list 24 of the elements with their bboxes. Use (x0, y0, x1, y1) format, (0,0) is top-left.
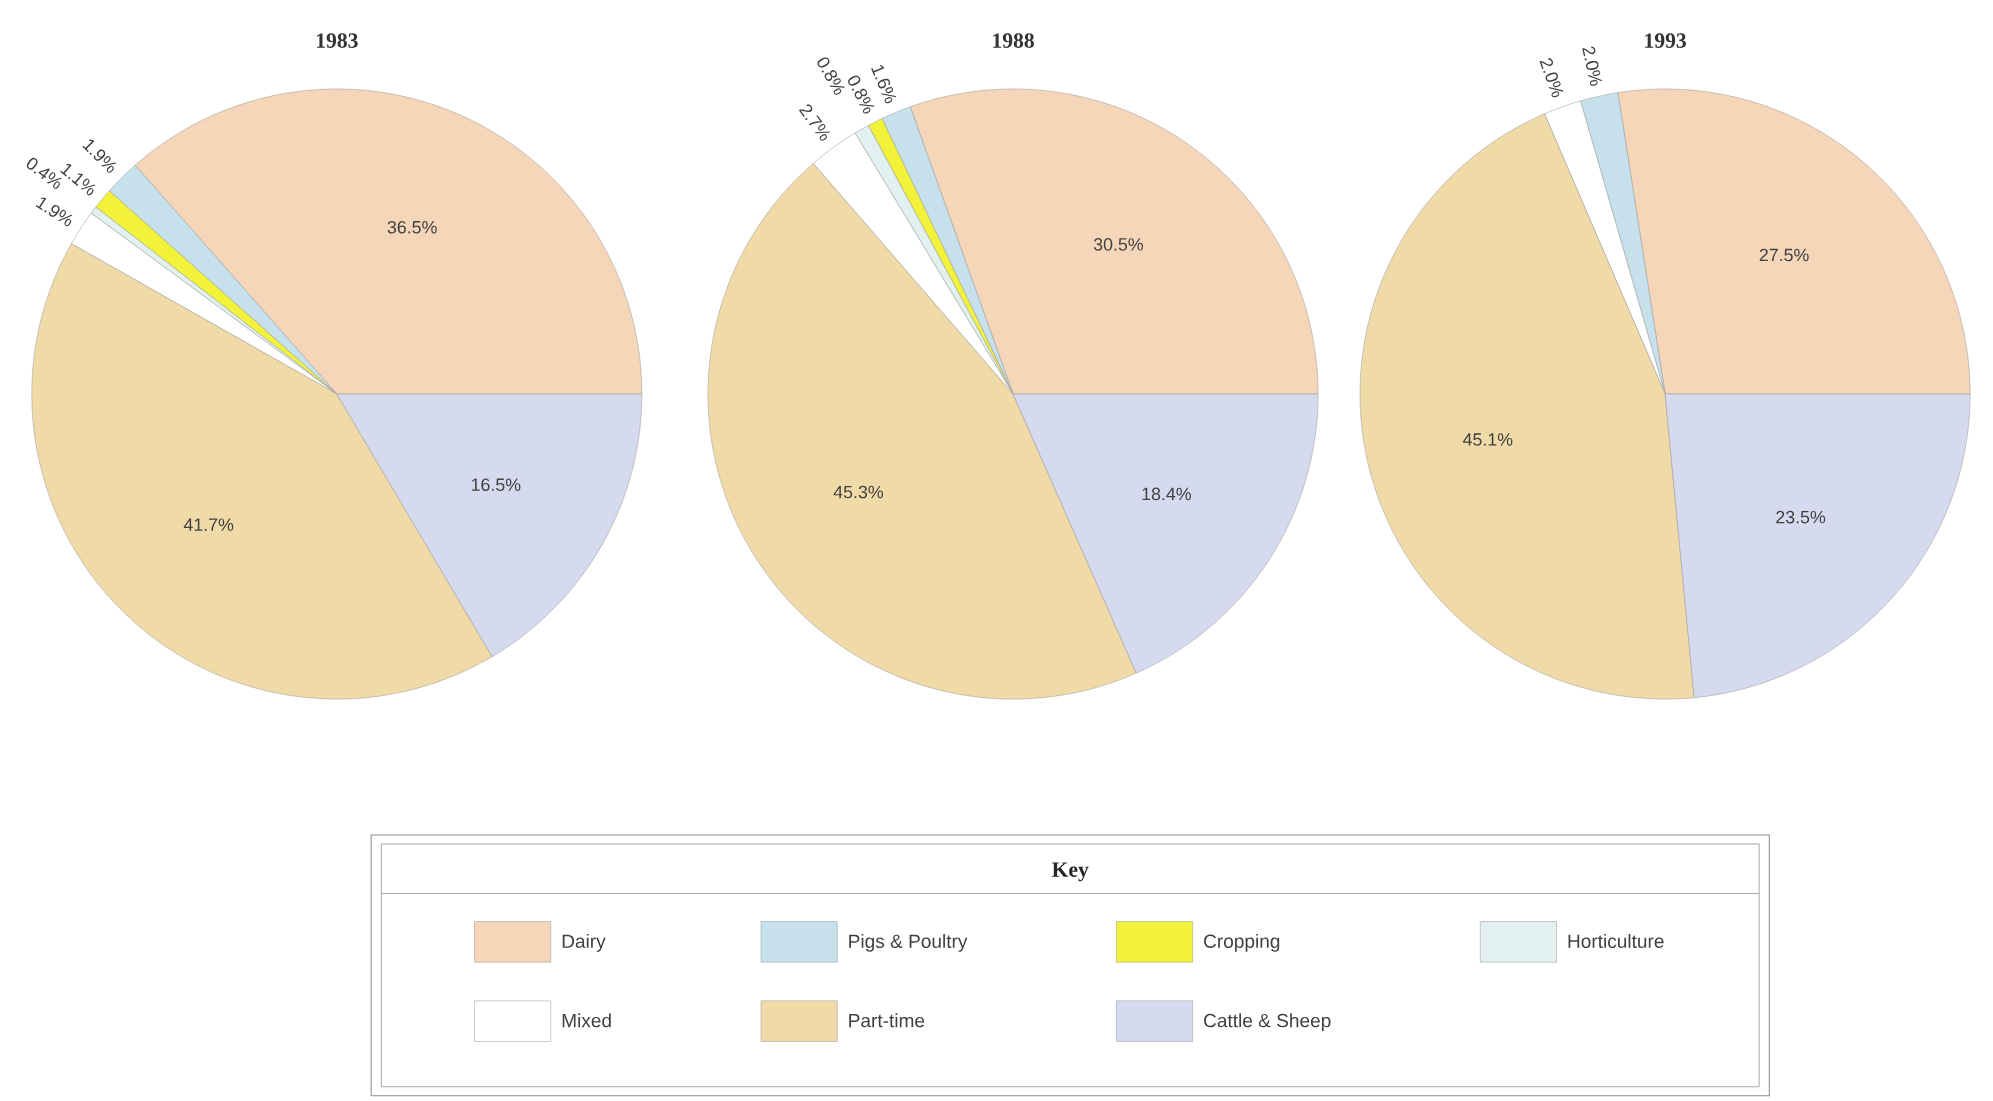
data-label: 45.1% (1462, 433, 1513, 446)
data-label: 0.8% (817, 57, 845, 96)
chart-title: 1983 (316, 33, 358, 49)
legend-label: Cropping (1204, 934, 1280, 952)
data-label: 45.3% (833, 485, 884, 499)
data-label: 2.0% (1539, 58, 1564, 98)
chart-title: 1993 (1645, 33, 1686, 49)
data-label: 16.5% (471, 478, 521, 492)
legend-label: Horticulture (1568, 934, 1664, 949)
chart-title: 1988 (993, 33, 1034, 49)
data-label: 27.5% (1759, 248, 1809, 262)
legend-label: Pigs & Poultry (849, 934, 968, 952)
data-label: 30.5% (1093, 238, 1144, 251)
data-label: 23.5% (1776, 510, 1826, 524)
legend-label: Mixed (562, 1013, 611, 1028)
data-label: 36.5% (387, 221, 437, 234)
legend-label: Part-time (849, 1013, 925, 1028)
legend-label: Cattle & Sheep (1204, 1013, 1331, 1032)
data-label: 18.4% (1142, 487, 1191, 501)
legend-label: Dairy (562, 934, 606, 952)
data-label: 1.9% (35, 197, 73, 227)
data-label: 41.7% (183, 518, 234, 532)
data-label: 2.0% (1582, 46, 1603, 86)
legend-title: Key (1052, 862, 1089, 882)
